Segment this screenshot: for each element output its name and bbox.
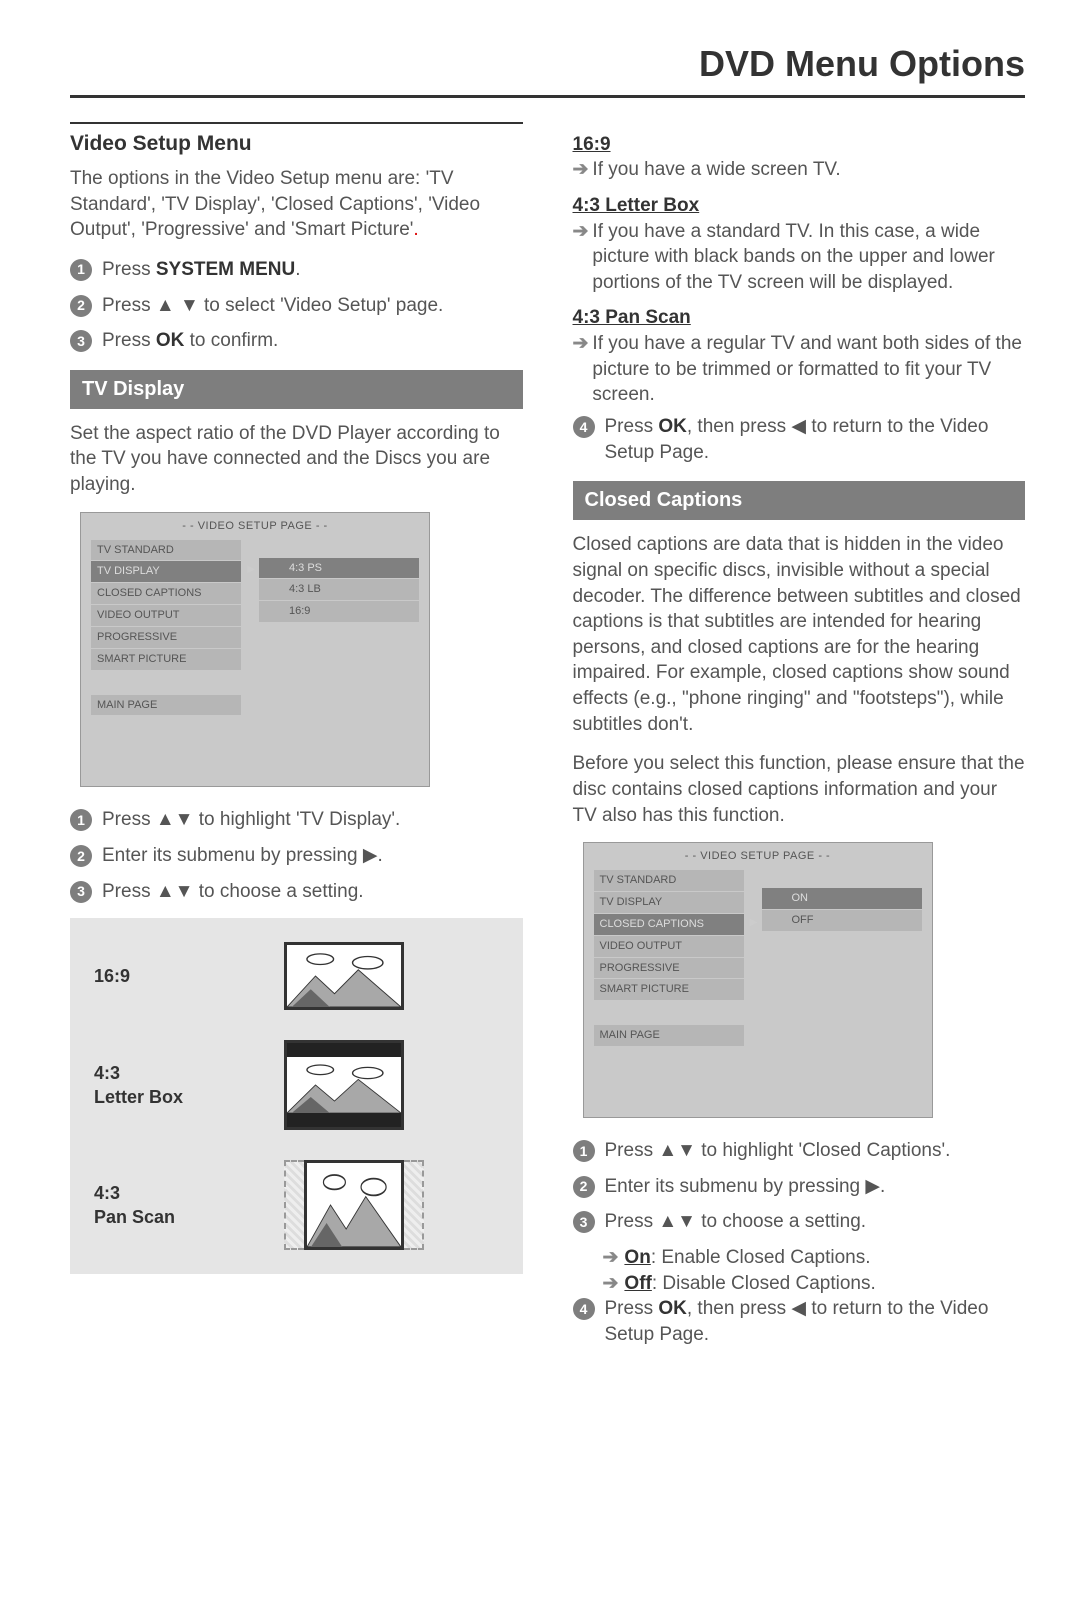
step-number-icon: 1 bbox=[573, 1140, 595, 1162]
right-column: 16:9➔If you have a wide screen TV. 4:3 Le… bbox=[573, 122, 1026, 1358]
step-top-0: 1 Press SYSTEM MENU. bbox=[70, 257, 523, 283]
osd-main-page: MAIN PAGE bbox=[91, 695, 241, 716]
osd-item: VIDEO OUTPUT bbox=[594, 936, 744, 957]
cc-sub-option: ➔Off: Disable Closed Captions. bbox=[603, 1271, 1026, 1297]
cc-step-2: 3 Press ▲▼ to choose a setting. bbox=[573, 1209, 1026, 1235]
osd-option: OFF bbox=[762, 910, 922, 931]
step-mid-2: 3 Press ▲▼ to choose a setting. bbox=[70, 879, 523, 905]
tv-display-para: Set the aspect ratio of the DVD Player a… bbox=[70, 421, 523, 498]
osd-item: CLOSED CAPTIONS bbox=[91, 583, 241, 604]
step-number-icon: 2 bbox=[70, 295, 92, 317]
definition-header: 4:3 Letter Box bbox=[573, 193, 1026, 219]
step-mid-1: 2 Enter its submenu by pressing ▶. bbox=[70, 843, 523, 869]
osd-item: CLOSED CAPTIONS bbox=[594, 914, 744, 935]
intro-para: The options in the Video Setup menu are:… bbox=[70, 166, 523, 243]
cc-step-4-return: 4 Press OK, then press ◀ to return to the… bbox=[573, 1296, 1026, 1347]
ratio-row: 4:3Pan Scan bbox=[94, 1160, 499, 1250]
step-text: Press ▲▼ to choose a setting. bbox=[605, 1209, 1026, 1235]
step-number-icon: 3 bbox=[70, 881, 92, 903]
cc-step-1: 2 Enter its submenu by pressing ▶. bbox=[573, 1174, 1026, 1200]
osd-item: TV STANDARD bbox=[594, 870, 744, 891]
section-header: Video Setup Menu bbox=[70, 122, 523, 158]
step-number-icon: 1 bbox=[70, 809, 92, 831]
tv-display-bar: TV Display bbox=[70, 370, 523, 409]
step-top-2: 3 Press OK to confirm. bbox=[70, 328, 523, 354]
cc-step-0: 1 Press ▲▼ to highlight 'Closed Captions'… bbox=[573, 1138, 1026, 1164]
step-text: Enter its submenu by pressing ▶. bbox=[605, 1174, 1026, 1200]
step-number-icon: 4 bbox=[573, 1298, 595, 1320]
osd-tv-display: - - VIDEO SETUP PAGE - -TV STANDARDTV DI… bbox=[80, 512, 430, 788]
tv-illustration-43lb bbox=[284, 1040, 404, 1130]
osd-item: TV DISPLAY bbox=[91, 561, 241, 582]
ratio-label: 4:3Pan Scan bbox=[94, 1181, 234, 1230]
step-number-icon: 2 bbox=[573, 1176, 595, 1198]
step-top-1: 2 Press ▲ ▼ to select 'Video Setup' page. bbox=[70, 293, 523, 319]
osd-title: - - VIDEO SETUP PAGE - - bbox=[81, 513, 429, 540]
osd-item: PROGRESSIVE bbox=[594, 958, 744, 979]
step-number-icon: 4 bbox=[573, 416, 595, 438]
osd-main-page: MAIN PAGE bbox=[594, 1025, 744, 1046]
step-text: Enter its submenu by pressing ▶. bbox=[102, 843, 523, 869]
definition-body: ➔If you have a wide screen TV. bbox=[573, 157, 1026, 183]
step-text: Press ▲▼ to highlight 'TV Display'. bbox=[102, 807, 523, 833]
osd-option: 16:9 bbox=[259, 601, 419, 622]
osd-item: SMART PICTURE bbox=[91, 649, 241, 670]
osd-title: - - VIDEO SETUP PAGE - - bbox=[584, 843, 932, 870]
tv-illustration-43ps bbox=[284, 1160, 424, 1250]
closed-captions-bar: Closed Captions bbox=[573, 481, 1026, 520]
left-column: Video Setup Menu The options in the Vide… bbox=[70, 122, 523, 1358]
step-text: Press OK, then press ◀ to return to the … bbox=[605, 414, 1026, 465]
aspect-ratio-examples: 16:9 4:3Letter Box 4:3Pan Scan bbox=[70, 918, 523, 1274]
step-number-icon: 3 bbox=[70, 330, 92, 352]
step-mid-0: 1 Press ▲▼ to highlight 'TV Display'. bbox=[70, 807, 523, 833]
step-text: Press SYSTEM MENU. bbox=[102, 257, 523, 283]
cc-para-2: Before you select this function, please … bbox=[573, 751, 1026, 828]
step-text: Press OK to confirm. bbox=[102, 328, 523, 354]
osd-option: 4:3 PS bbox=[259, 558, 419, 579]
ratio-label: 4:3Letter Box bbox=[94, 1061, 234, 1110]
osd-item: TV STANDARD bbox=[91, 540, 241, 561]
definition-body: ➔If you have a regular TV and want both … bbox=[573, 331, 1026, 408]
osd-item: PROGRESSIVE bbox=[91, 627, 241, 648]
osd-option: 4:3 LB bbox=[259, 579, 419, 600]
cc-para-1: Closed captions are data that is hidden … bbox=[573, 532, 1026, 737]
step-4-return: 4 Press OK, then press ◀ to return to the… bbox=[573, 414, 1026, 465]
tv-illustration-169 bbox=[284, 942, 404, 1010]
osd-item: SMART PICTURE bbox=[594, 979, 744, 1000]
step-number-icon: 1 bbox=[70, 259, 92, 281]
step-text: Press ▲▼ to choose a setting. bbox=[102, 879, 523, 905]
osd-option: ON bbox=[762, 888, 922, 909]
definition-body: ➔If you have a standard TV. In this case… bbox=[573, 219, 1026, 296]
osd-item: VIDEO OUTPUT bbox=[91, 605, 241, 626]
ratio-label: 16:9 bbox=[94, 964, 234, 988]
definition-header: 16:9 bbox=[573, 132, 1026, 158]
ratio-row: 16:9 bbox=[94, 942, 499, 1010]
step-text: Press ▲▼ to highlight 'Closed Captions'. bbox=[605, 1138, 1026, 1164]
osd-closed-captions: - - VIDEO SETUP PAGE - -TV STANDARDTV DI… bbox=[583, 842, 933, 1118]
step-text: Press ▲ ▼ to select 'Video Setup' page. bbox=[102, 293, 523, 319]
page-title: DVD Menu Options bbox=[70, 40, 1025, 98]
definition-header: 4:3 Pan Scan bbox=[573, 305, 1026, 331]
cc-sub-option: ➔On: Enable Closed Captions. bbox=[603, 1245, 1026, 1271]
step-text: Press OK, then press ◀ to return to the … bbox=[605, 1296, 1026, 1347]
osd-item: TV DISPLAY bbox=[594, 892, 744, 913]
ratio-row: 4:3Letter Box bbox=[94, 1040, 499, 1130]
step-number-icon: 2 bbox=[70, 845, 92, 867]
step-number-icon: 3 bbox=[573, 1211, 595, 1233]
